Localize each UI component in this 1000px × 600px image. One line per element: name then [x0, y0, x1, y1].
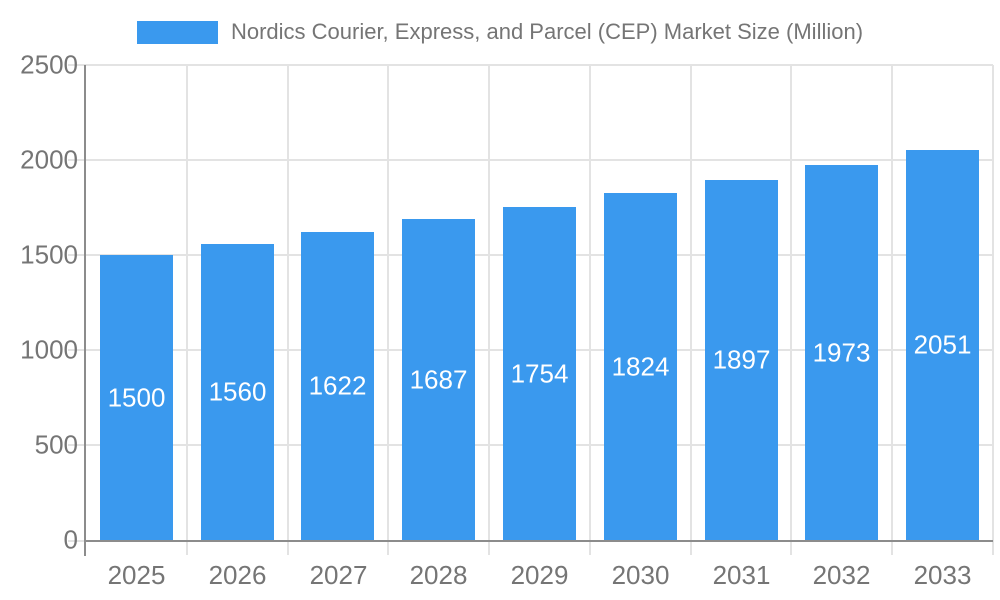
- x-tick-label: 2033: [913, 560, 972, 590]
- bar-2033[interactable]: 2051: [906, 150, 979, 540]
- bar-2032[interactable]: 1973: [805, 165, 878, 540]
- bar-2028[interactable]: 1687: [402, 219, 475, 540]
- x-tick-label: 2025: [107, 560, 166, 590]
- bar-value-label: 1622: [308, 370, 367, 401]
- legend-item[interactable]: Nordics Courier, Express, and Parcel (CE…: [136, 19, 864, 45]
- v-gridline: [488, 65, 490, 555]
- x-axis-line: [84, 540, 993, 542]
- bar-value-label: 1824: [611, 351, 670, 381]
- v-gridline: [790, 65, 792, 555]
- legend-swatch-icon: [136, 20, 218, 44]
- x-tick-label: 2027: [309, 560, 368, 590]
- bar-value-label: 2051: [913, 329, 972, 360]
- bar-2031[interactable]: 1897: [705, 180, 778, 540]
- y-tick-label: 2500: [20, 49, 78, 80]
- bar-value-label: 1754: [510, 358, 569, 388]
- y-tick-label: 500: [34, 429, 78, 460]
- v-gridline: [387, 65, 389, 555]
- x-tick-label: 2032: [812, 560, 871, 590]
- legend-label: Nordics Courier, Express, and Parcel (CE…: [230, 19, 864, 44]
- bar-2025[interactable]: 1500: [100, 255, 173, 540]
- y-tick-label: 1000: [20, 334, 78, 365]
- y-axis-line: [84, 65, 86, 556]
- x-tick-label: 2028: [409, 560, 468, 590]
- v-gridline: [589, 65, 591, 555]
- y-axis-tick: [68, 540, 86, 542]
- v-gridline: [891, 65, 893, 555]
- bar-value-label: 1500: [107, 382, 166, 412]
- bar-value-label: 1973: [812, 337, 871, 367]
- bar-value-label: 1560: [208, 376, 267, 407]
- v-gridline: [287, 65, 289, 555]
- y-tick-label: 1500: [20, 239, 78, 270]
- bar-2029[interactable]: 1754: [503, 207, 576, 540]
- x-tick-label: 2030: [611, 560, 670, 590]
- h-gridline: [68, 64, 993, 66]
- x-tick-label: 2031: [712, 560, 771, 590]
- legend: Nordics Courier, Express, and Parcel (CE…: [0, 19, 1000, 45]
- y-tick-label: 2000: [20, 144, 78, 175]
- x-tick-label: 2026: [208, 560, 267, 590]
- bar-value-label: 1687: [409, 364, 468, 394]
- y-tick-label: 0: [63, 524, 78, 555]
- x-tick-label: 2029: [510, 560, 569, 590]
- bar-2026[interactable]: 1560: [201, 244, 274, 540]
- h-gridline: [68, 159, 993, 161]
- plot-area: 0 500 1000 1500 2000 2500 1500 2025 1560 2026 1622…: [20, 50, 994, 590]
- v-gridline: [186, 65, 188, 555]
- bar-2030[interactable]: 1824: [604, 193, 677, 540]
- bar-value-label: 1897: [712, 344, 771, 375]
- bar-2027[interactable]: 1622: [301, 232, 374, 540]
- v-gridline: [992, 65, 994, 555]
- v-gridline: [690, 65, 692, 555]
